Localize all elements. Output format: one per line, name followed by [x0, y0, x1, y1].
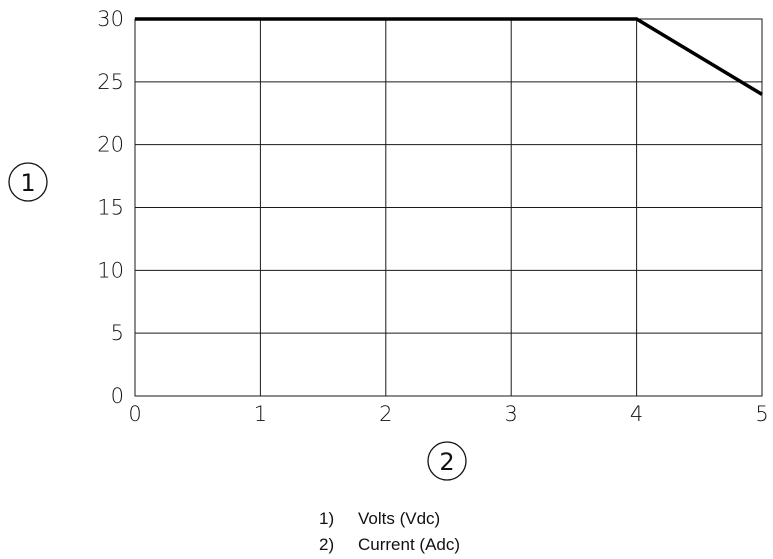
y-tick-label-5: 25	[97, 70, 124, 94]
series-line-0	[135, 17, 763, 96]
x-tick-label-4: 4	[630, 402, 643, 426]
y-tick-label-2: 10	[97, 258, 124, 282]
y-axis-marker-number: 1	[20, 169, 35, 197]
y-tick-label-4: 20	[97, 133, 124, 157]
y-axis-marker-circle	[8, 162, 48, 202]
x-tick-label-5: 5	[755, 402, 768, 426]
y-tick-label-3: 15	[97, 196, 124, 220]
y-tick-label-1: 5	[111, 321, 124, 345]
x-axis-marker-circle	[427, 441, 467, 481]
x-tick-label-2: 2	[379, 402, 392, 426]
x-tick-labels: 0 1 2 3 4 5	[128, 402, 768, 426]
series	[134, 17, 763, 96]
legend-number-2: 2)	[319, 535, 334, 554]
x-tick-label-0: 0	[128, 402, 141, 426]
x-axis-marker: 2	[427, 441, 467, 481]
x-tick-label-1: 1	[254, 402, 267, 426]
legend-label-current: Current (Adc)	[358, 535, 460, 554]
x-tick-label-3: 3	[505, 402, 518, 426]
y-tick-label-0: 0	[111, 384, 124, 408]
legend-number-1: 1)	[319, 509, 334, 528]
y-axis-marker: 1	[8, 162, 48, 202]
y-tick-label-6: 30	[97, 7, 124, 31]
legend: 1) Volts (Vdc) 2) Current (Adc)	[319, 509, 460, 554]
legend-label-volts: Volts (Vdc)	[358, 509, 440, 528]
y-tick-labels: 0 5 10 15 20 25 30	[97, 7, 124, 408]
grid	[134, 18, 763, 397]
x-axis-marker-number: 2	[439, 448, 454, 476]
